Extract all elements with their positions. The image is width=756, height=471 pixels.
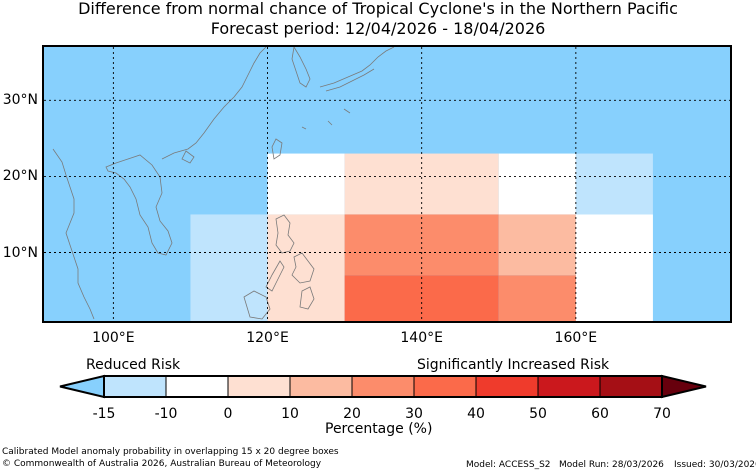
legend-increased-risk: Significantly Increased Risk — [417, 357, 610, 373]
anomaly-cell-0 — [267, 153, 345, 215]
colorbar-tick-label: 70 — [653, 406, 671, 422]
lon-label: 100°E — [92, 330, 135, 346]
lon-label: 120°E — [246, 330, 289, 346]
anomaly-cell-4 — [190, 214, 268, 321]
anomaly-cell-8 — [575, 214, 653, 321]
colorbar-bin-6 — [475, 375, 539, 398]
colorbar-bin-3 — [289, 375, 353, 398]
colorbar-bin-4 — [351, 375, 415, 398]
lat-label: 20°N — [2, 168, 38, 185]
colorbar-tick-label: 60 — [591, 406, 609, 422]
colorbar-label: Percentage (%) — [325, 421, 433, 437]
colorbar-tick-label: 30 — [405, 406, 423, 422]
coastline — [52, 47, 395, 320]
colorbar-tick-label: 0 — [223, 406, 233, 422]
colorbar-tick-label: 20 — [343, 406, 361, 422]
map-panel — [42, 45, 732, 323]
footer-issued: Issued: 30/03/2026 — [674, 460, 756, 470]
colorbar-over-arrow — [661, 374, 707, 399]
lon-label: 140°E — [400, 330, 443, 346]
colorbar-tick-label: 50 — [529, 406, 547, 422]
anomaly-cell-3 — [575, 153, 653, 215]
footer-model-run: Model Run: 28/03/2026 — [559, 460, 664, 470]
colorbar-bin-2 — [227, 375, 291, 398]
colorbar-under-arrow — [59, 374, 105, 399]
map-title: Difference from normal chance of Tropica… — [78, 0, 678, 18]
colorbar-bin-7 — [537, 375, 601, 398]
forecast-period: Forecast period: 12/04/2026 - 18/04/2026 — [210, 19, 546, 38]
footer-note: Calibrated Model anomaly probability in … — [2, 447, 339, 457]
lat-label: 30°N — [2, 92, 38, 109]
colorbar-bin-0 — [103, 375, 167, 398]
legend-reduced-risk: Reduced Risk — [86, 357, 181, 373]
colorbar-bin-8 — [599, 375, 663, 398]
lon-label: 160°E — [554, 330, 598, 346]
colorbar-outline — [103, 375, 663, 398]
anomaly-cell-7 — [498, 214, 576, 276]
anomaly-cell-6 — [344, 214, 499, 276]
anomaly-cell-10 — [498, 275, 576, 321]
anomaly-cell-5 — [267, 214, 345, 321]
anomaly-cell-2 — [498, 153, 576, 215]
footer-model: Model: ACCESS_S2 — [466, 460, 551, 470]
footer-copyright: © Commonwealth of Australia 2026, Austra… — [2, 459, 322, 469]
colorbar-tick-label: 40 — [467, 406, 485, 422]
colorbar-tick-label: 10 — [281, 406, 299, 422]
colorbar-bin-1 — [165, 375, 229, 398]
colorbar-bin-5 — [413, 375, 477, 398]
lat-label: 10°N — [2, 244, 38, 261]
graticule — [44, 47, 730, 321]
colorbar-tick-label: -15 — [92, 406, 116, 422]
colorbar — [59, 374, 707, 399]
colorbar-tick-label: -10 — [154, 406, 178, 422]
map-canvas — [44, 47, 730, 321]
